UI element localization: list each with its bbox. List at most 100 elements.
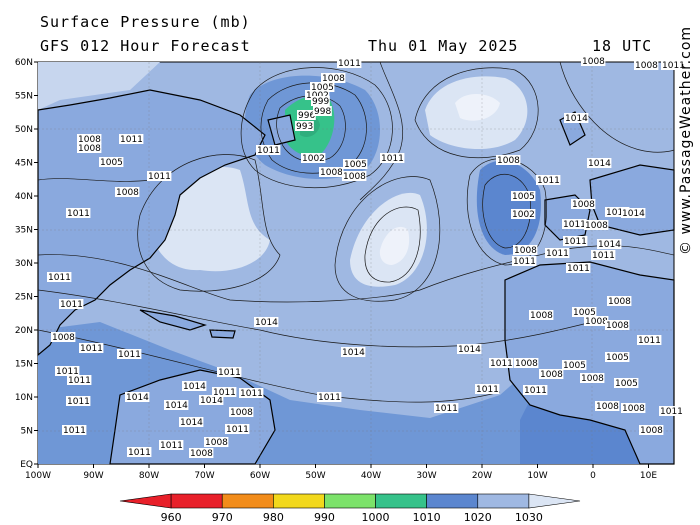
pressure-label: 1011: [545, 248, 570, 259]
pressure-label: 1011: [659, 406, 684, 417]
pressure-label-text: 1008: [205, 438, 228, 448]
pressure-label: 1011: [637, 335, 662, 346]
colorbar-segment: [477, 493, 530, 509]
pressure-label-text: 1011: [524, 386, 547, 396]
pressure-label: 1011: [55, 366, 80, 377]
pressure-label: 1011: [147, 171, 172, 182]
pressure-label-text: 1011: [257, 146, 280, 156]
pressure-label: 1008: [539, 369, 564, 380]
pressure-label: 1011: [66, 208, 91, 219]
colorbar-segment: [170, 493, 223, 509]
land-hispaniola: [209, 329, 236, 339]
colorbar-segment: [426, 493, 479, 509]
colorbar-segment: [273, 493, 325, 509]
pressure-label-text: 1011: [240, 389, 263, 399]
pressure-label-text: 1014: [588, 159, 611, 169]
pressure-label: 1002: [511, 209, 536, 220]
colorbar-high-arrow: [528, 493, 581, 509]
pressure-label-text: 1011: [435, 404, 458, 414]
pressure-label: 1014: [621, 208, 646, 219]
pressure-label-text: 1011: [67, 209, 90, 219]
pressure-label-text: 1011: [213, 388, 236, 398]
pressure-label-text: 1008: [78, 144, 101, 154]
pressure-label: 1008: [639, 425, 664, 436]
pressure-label-text: 1011: [120, 135, 143, 145]
pressure-label: 1008: [605, 320, 630, 331]
pressure-label-text: 1008: [78, 135, 101, 145]
pressure-label: 1011: [239, 388, 264, 399]
pressure-label: 1008: [529, 310, 554, 321]
land-newfoundland: [267, 114, 296, 146]
pressure-label-text: 1014: [598, 240, 621, 250]
pressure-label-text: 1005: [606, 353, 629, 363]
lon-tick-label: 70W: [194, 471, 214, 481]
pressure-label-text: 1011: [638, 336, 661, 346]
lat-tick-label: 45N: [15, 159, 33, 169]
colorbar-tick-label: 970: [212, 511, 233, 524]
pressure-label-text: 1011: [56, 367, 79, 377]
lat-tick-label: 30N: [15, 259, 33, 269]
pressure-label-text: 1008: [606, 321, 629, 331]
pressure-label-text: 1011: [546, 249, 569, 259]
pressure-label-text: 1008: [608, 297, 631, 307]
pressure-label-text: 1008: [572, 200, 595, 210]
pressure-label-text: 1014: [458, 345, 481, 355]
pressure-label: 1011: [562, 219, 587, 230]
pressure-label: 1011: [256, 145, 281, 156]
pressure-label: 1011: [661, 60, 686, 71]
pressure-label-text: 1011: [564, 237, 587, 247]
pressure-label: 1014: [125, 392, 150, 403]
pressure-label: 1008: [496, 155, 521, 166]
pressure-label-text: 1008: [540, 370, 563, 380]
pressure-label-text: 1008: [515, 359, 538, 369]
colorbar-low-arrow: [119, 493, 172, 509]
pressure-label: 1008: [580, 373, 605, 384]
watermark: © www.PassageWeather.com: [678, 25, 694, 255]
pressure-label: 1005: [310, 82, 335, 93]
pressure-label: 1008: [77, 143, 102, 154]
pressure-label: 1014: [254, 317, 279, 328]
pressure-label: 1008: [51, 332, 76, 343]
pressure-label-text: 1005: [100, 158, 123, 168]
pressure-label: 1005: [99, 157, 124, 168]
pressure-label-text: 1011: [68, 376, 91, 386]
lat-tick-label: 10N: [15, 393, 33, 403]
pressure-label: 1011: [62, 425, 87, 436]
pressure-label: 1014: [457, 344, 482, 355]
colorbar-tick-label: 1000: [362, 511, 390, 524]
lat-tick-label: 20N: [15, 326, 33, 336]
pressure-label-text: 1014: [200, 396, 223, 406]
pressure-label: 1014: [587, 158, 612, 169]
lon-tick-label: 40W: [361, 471, 381, 481]
lon-tick-label: 10E: [640, 471, 657, 481]
pressure-high-central-core: [379, 226, 410, 265]
pressure-value-labels: 1011100810051002999996993998101110021005…: [47, 56, 686, 459]
pressure-label-text: 1011: [128, 448, 151, 458]
lon-tick-label: 100W: [25, 471, 51, 481]
pressure-label: 1011: [317, 392, 342, 403]
pressure-label-text: 1011: [513, 257, 536, 267]
pressure-label: 1011: [337, 58, 362, 69]
pressure-label: 1011: [212, 387, 237, 398]
pressure-label: 1011: [512, 256, 537, 267]
pressure-label: 1005: [562, 360, 587, 371]
pressure-label-text: 1011: [160, 441, 183, 451]
colorbar-legend: 960 970 980 990 1000 1010 1020 1030: [119, 493, 581, 524]
pressure-label-text: 1011: [218, 368, 241, 378]
colorbar-segment: [375, 493, 427, 509]
pressure-label-text: 1005: [573, 308, 596, 318]
pressure-label-text: 1011: [563, 220, 586, 230]
pressure-label: 1011: [117, 349, 142, 360]
pressure-label: 1011: [475, 384, 500, 395]
pressure-label: 998: [313, 106, 332, 117]
pressure-label-text: 1008: [635, 61, 658, 71]
lat-tick-label: 50N: [15, 125, 33, 135]
lon-tick-label: 80W: [139, 471, 159, 481]
pressure-label: 1008: [634, 60, 659, 71]
pressure-label: 1014: [164, 400, 189, 411]
pressure-label: 1011: [59, 299, 84, 310]
pressure-label: 1011: [67, 375, 92, 386]
pressure-label-text: 1008: [116, 188, 139, 198]
lat-lon-grid: [38, 62, 674, 464]
